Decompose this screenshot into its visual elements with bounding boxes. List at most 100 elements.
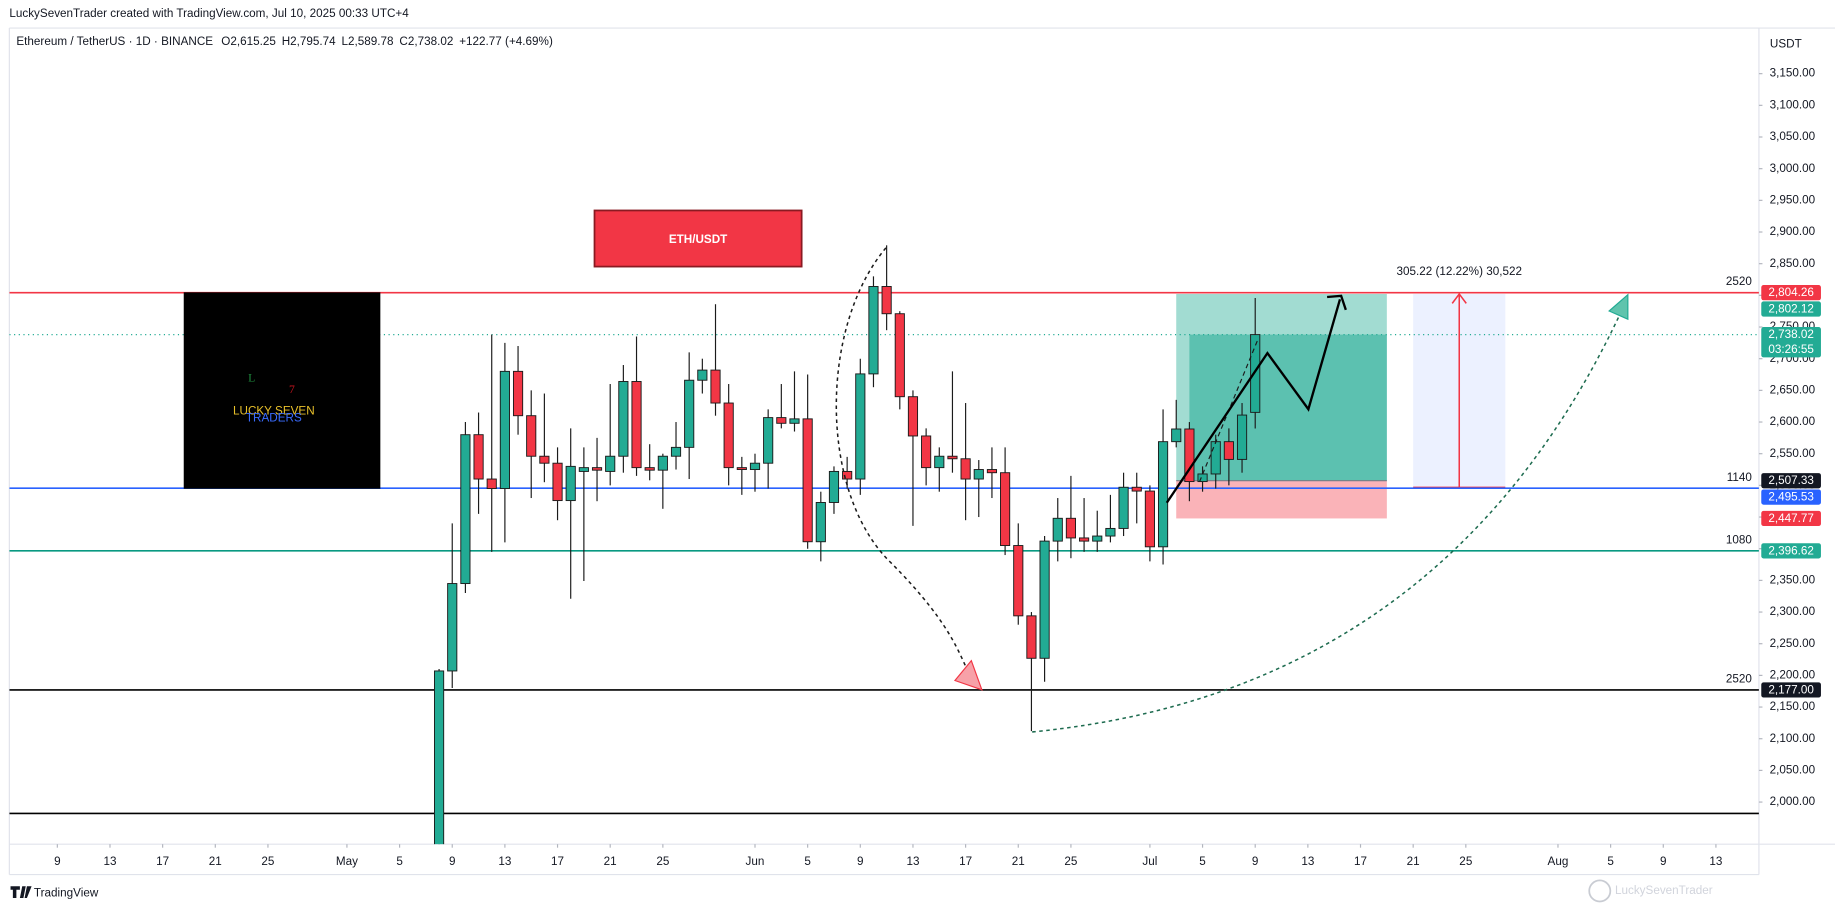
candle-body bbox=[1118, 486, 1129, 529]
candle-body bbox=[1039, 540, 1050, 659]
price-label: 2,738.02 bbox=[1768, 328, 1814, 341]
x-tick-label: 21 bbox=[1407, 855, 1420, 868]
profit-fill bbox=[1189, 334, 1387, 481]
x-tick-label: 21 bbox=[604, 855, 617, 868]
x-tick-label: 17 bbox=[551, 855, 564, 868]
candles bbox=[433, 245, 1261, 845]
candle-body bbox=[539, 455, 550, 464]
candle-body bbox=[736, 467, 747, 471]
measure-arrowhead bbox=[1451, 292, 1467, 304]
line-tag: 2520 bbox=[1726, 275, 1753, 288]
candle-body bbox=[486, 478, 497, 490]
candle-body bbox=[657, 455, 668, 471]
candle-body bbox=[1236, 414, 1248, 460]
candle-body bbox=[1157, 441, 1169, 548]
candle-body bbox=[894, 313, 905, 398]
candle-body bbox=[881, 286, 892, 315]
candle-body bbox=[855, 373, 866, 480]
candle-body bbox=[749, 462, 761, 471]
x-tick-label: Jun bbox=[746, 855, 765, 868]
candle-body bbox=[921, 435, 932, 469]
candle-body bbox=[776, 417, 787, 424]
candle-body bbox=[552, 462, 563, 502]
logo-line2: TRADERS bbox=[246, 412, 302, 425]
ohlc-open: O2,615.25 bbox=[221, 35, 276, 48]
line-tag: 1140 bbox=[1727, 471, 1753, 484]
candle-body bbox=[828, 470, 840, 503]
x-tick-label: 13 bbox=[1709, 855, 1722, 868]
x-tick-label: 9 bbox=[1252, 855, 1259, 868]
logo-letter: L bbox=[248, 372, 255, 385]
x-tick-label: 25 bbox=[1064, 855, 1078, 868]
candle-body bbox=[986, 469, 998, 474]
x-tick-label: 25 bbox=[656, 855, 670, 868]
watermark-avatar bbox=[1588, 879, 1612, 903]
candle-body bbox=[789, 418, 800, 424]
candle-body bbox=[499, 370, 510, 490]
y-tick-label: 2,000.00 bbox=[1770, 795, 1816, 808]
price-label-box bbox=[1761, 682, 1821, 698]
logo-box bbox=[183, 292, 381, 489]
candle-body bbox=[565, 465, 576, 502]
candle-body bbox=[947, 455, 958, 460]
y-tick-label: 2,150.00 bbox=[1770, 700, 1816, 713]
price-label-box bbox=[1761, 301, 1821, 317]
candle-body bbox=[710, 369, 721, 404]
zigzag-path bbox=[1165, 299, 1342, 504]
y-tick-label: 2,250.00 bbox=[1770, 637, 1816, 650]
price-label-countdown: 03:26:55 bbox=[1768, 343, 1814, 356]
dashed-curve-down bbox=[835, 247, 976, 685]
candle-body bbox=[618, 381, 629, 457]
x-tick-label: 17 bbox=[959, 855, 972, 868]
candle-body bbox=[473, 434, 484, 480]
price-tags: 2,804.26 2,802.12 2,738.02 03:26:55 2,507.33… bbox=[1761, 285, 1821, 698]
x-tick-label: 17 bbox=[1354, 855, 1367, 868]
candle-body bbox=[578, 467, 589, 472]
attribution: LuckySevenTrader created with TradingVie… bbox=[9, 7, 409, 20]
y-tick-label: 2,550.00 bbox=[1770, 447, 1816, 460]
candle-body bbox=[460, 434, 471, 585]
watermark: LuckySevenTrader bbox=[1615, 884, 1713, 897]
ohlc-close: C2,738.02 bbox=[399, 35, 453, 48]
x-tick-label: 9 bbox=[449, 855, 456, 868]
x-tick-label: 9 bbox=[54, 855, 61, 868]
price-label: 2,507.33 bbox=[1768, 474, 1814, 487]
x-tick-label: 21 bbox=[209, 855, 222, 868]
price-label: 2,495.53 bbox=[1768, 491, 1814, 504]
stop-zone bbox=[1176, 480, 1387, 519]
candle-body bbox=[973, 469, 984, 480]
x-tick-label: May bbox=[336, 855, 358, 868]
drawings bbox=[835, 247, 1629, 733]
x-tick-label: 17 bbox=[156, 855, 169, 868]
price-label: 2,396.62 bbox=[1768, 544, 1814, 557]
candle-body bbox=[934, 455, 945, 469]
y-tick-label: 2,100.00 bbox=[1770, 732, 1816, 745]
y-tick-label: 2,850.00 bbox=[1770, 257, 1816, 270]
line-tag: 2520 bbox=[1726, 673, 1753, 686]
x-tick-label: 13 bbox=[906, 855, 919, 868]
price-label: 2,177.00 bbox=[1768, 683, 1814, 696]
symbol: Ethereum / TetherUS · 1D · BINANCE bbox=[16, 35, 213, 48]
price-label-box bbox=[1761, 543, 1821, 559]
price-label-box bbox=[1761, 285, 1821, 301]
x-tick-label: 5 bbox=[396, 855, 403, 868]
zigzag-arrowhead bbox=[1327, 294, 1347, 311]
line-tag: 1080 bbox=[1726, 533, 1753, 546]
y-tick-label: 2,650.00 bbox=[1770, 383, 1816, 396]
y-tick-label: 2,200.00 bbox=[1770, 668, 1816, 681]
candle-body bbox=[1131, 486, 1142, 492]
candle-body bbox=[1223, 441, 1234, 460]
ohlc-high: H2,795.74 bbox=[282, 35, 336, 48]
y-tick-label: 2,300.00 bbox=[1770, 605, 1816, 618]
candle-body bbox=[512, 370, 524, 417]
measure-label: 305.22 (12.22%) 30,522 bbox=[1397, 265, 1522, 278]
candle-body bbox=[1013, 545, 1024, 617]
x-tick-label: 13 bbox=[1301, 855, 1314, 868]
candle-body bbox=[1197, 473, 1208, 483]
candle-body bbox=[670, 446, 682, 457]
candle-body bbox=[1250, 334, 1261, 413]
candle-body bbox=[763, 417, 774, 464]
